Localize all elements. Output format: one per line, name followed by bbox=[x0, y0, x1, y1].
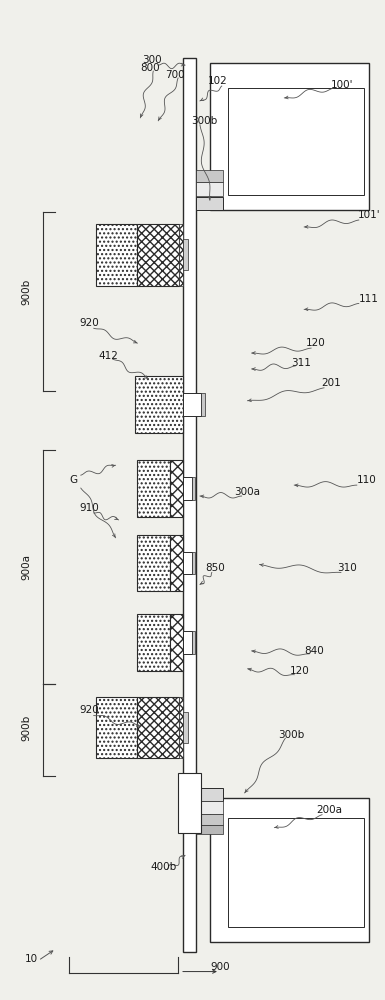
Text: 201: 201 bbox=[321, 378, 341, 388]
Bar bbox=[196, 197, 223, 210]
Text: 120: 120 bbox=[306, 338, 326, 348]
Text: 850: 850 bbox=[205, 563, 225, 573]
Bar bbox=[136, 376, 183, 433]
Bar bbox=[210, 798, 369, 942]
Text: 110: 110 bbox=[357, 475, 377, 485]
Bar bbox=[137, 614, 170, 671]
Text: 900a: 900a bbox=[21, 554, 31, 580]
Text: 920: 920 bbox=[79, 318, 99, 328]
Text: 900b: 900b bbox=[21, 278, 31, 305]
Bar bbox=[183, 712, 188, 743]
Text: 900b: 900b bbox=[21, 715, 31, 741]
Bar bbox=[179, 697, 183, 758]
Bar bbox=[183, 631, 192, 654]
Bar bbox=[178, 773, 201, 833]
Bar bbox=[170, 614, 183, 671]
Text: 300b: 300b bbox=[191, 116, 217, 126]
Text: G: G bbox=[70, 475, 78, 485]
Bar bbox=[96, 697, 137, 758]
Bar bbox=[196, 788, 223, 801]
Text: 311: 311 bbox=[291, 358, 311, 368]
Text: 840: 840 bbox=[304, 646, 324, 656]
Bar bbox=[228, 818, 364, 927]
Text: 111: 111 bbox=[359, 294, 379, 304]
Text: 800: 800 bbox=[141, 63, 160, 73]
Bar bbox=[196, 814, 223, 825]
Bar bbox=[228, 88, 364, 195]
Bar bbox=[96, 224, 137, 286]
Text: 910: 910 bbox=[79, 503, 99, 513]
Text: 920: 920 bbox=[79, 705, 99, 715]
Bar bbox=[196, 801, 223, 814]
Bar bbox=[170, 535, 183, 591]
Text: 900: 900 bbox=[210, 962, 229, 972]
Text: 300b: 300b bbox=[278, 730, 305, 740]
Text: 300: 300 bbox=[142, 55, 162, 65]
Bar bbox=[137, 460, 170, 517]
Text: 310: 310 bbox=[337, 563, 357, 573]
Text: 412: 412 bbox=[99, 351, 119, 361]
Bar bbox=[196, 170, 223, 182]
Bar bbox=[183, 552, 192, 574]
Text: 400b: 400b bbox=[150, 862, 176, 872]
Bar bbox=[192, 552, 195, 574]
Bar bbox=[192, 631, 195, 654]
Bar bbox=[201, 393, 205, 416]
Bar bbox=[137, 535, 170, 591]
Bar bbox=[183, 58, 196, 952]
Text: 300a: 300a bbox=[234, 487, 261, 497]
Bar bbox=[183, 393, 201, 416]
Bar bbox=[192, 477, 195, 500]
Text: 100': 100' bbox=[331, 80, 353, 90]
Bar bbox=[170, 460, 183, 517]
Text: 200a: 200a bbox=[316, 805, 342, 815]
Bar bbox=[183, 239, 188, 270]
Bar bbox=[210, 63, 369, 210]
Text: 102: 102 bbox=[208, 76, 228, 86]
Bar bbox=[196, 825, 223, 834]
Bar bbox=[183, 477, 192, 500]
Text: 101': 101' bbox=[357, 210, 380, 220]
Bar bbox=[137, 224, 179, 286]
Bar bbox=[196, 182, 223, 196]
Text: 120: 120 bbox=[290, 666, 309, 676]
Text: 10: 10 bbox=[25, 954, 38, 964]
Text: 700: 700 bbox=[165, 70, 185, 80]
Bar bbox=[137, 697, 179, 758]
Bar bbox=[179, 224, 183, 286]
